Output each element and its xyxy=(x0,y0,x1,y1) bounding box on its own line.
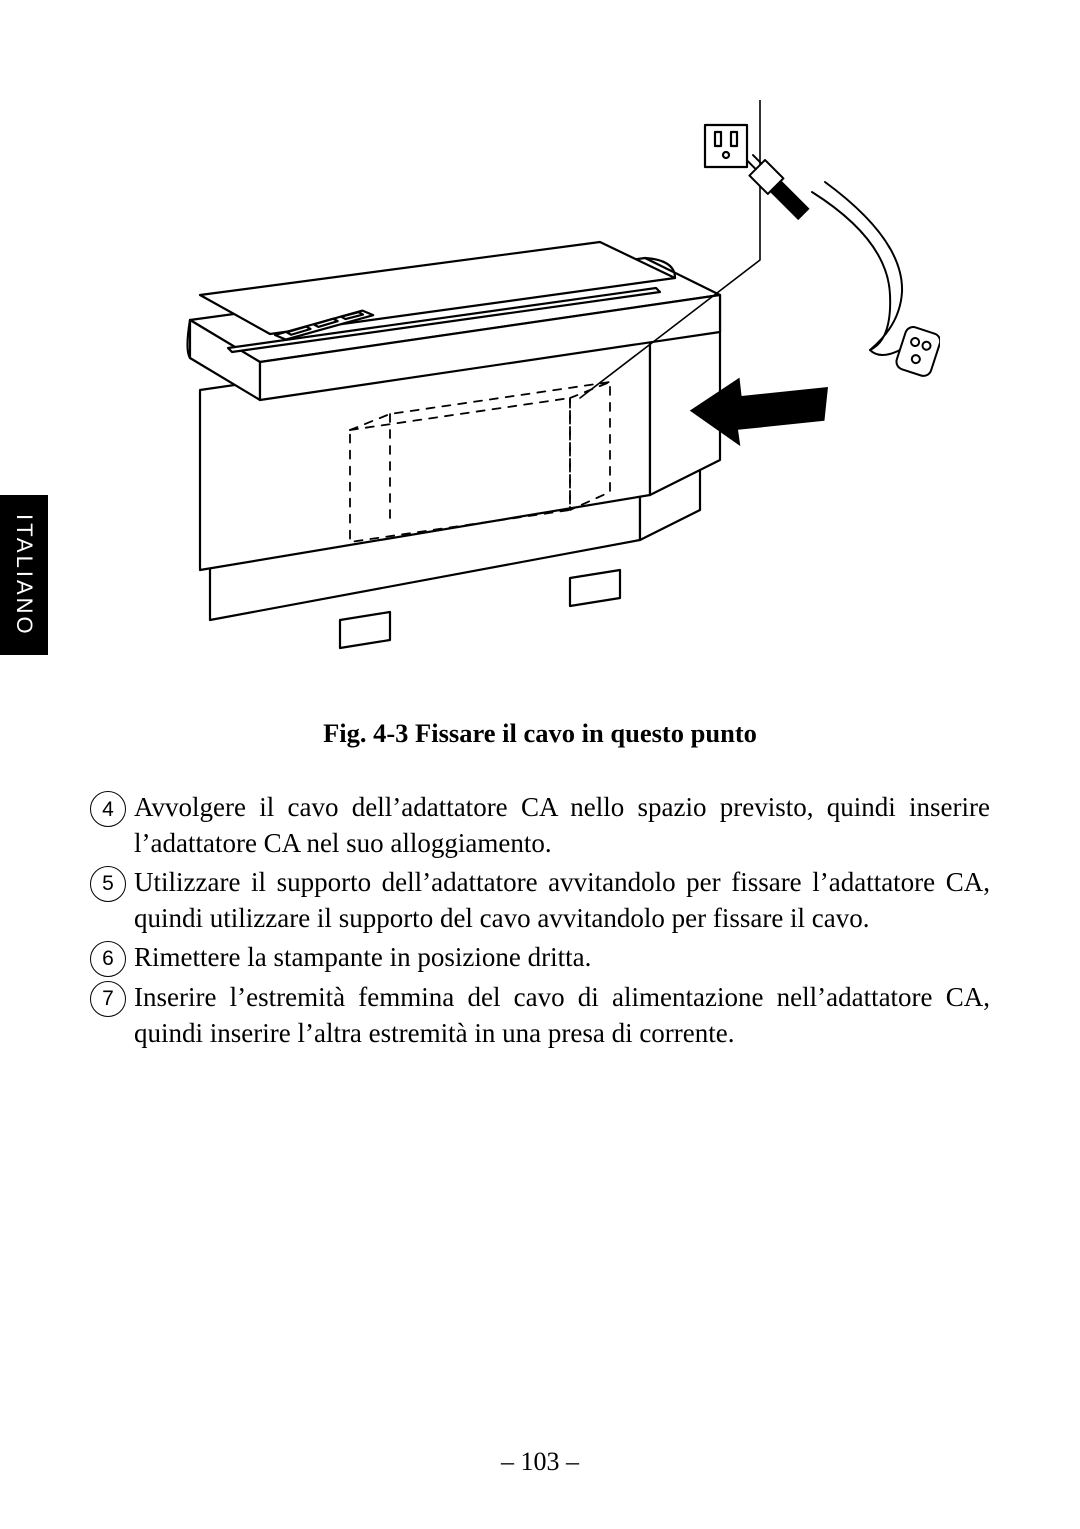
figure: Fig. 4-3 Fissare il cavo in questo punto xyxy=(90,100,990,749)
page-content: Fig. 4-3 Fissare il cavo in questo punto… xyxy=(0,0,1080,1529)
step-text: Avvolgere il cavo dell’adattatore CA nel… xyxy=(134,789,990,862)
figure-illustration xyxy=(140,100,940,660)
power-cable-icon xyxy=(741,152,940,378)
list-item: 6 Rimettere la stampante in posizione dr… xyxy=(90,939,990,977)
step-marker: 4 xyxy=(90,791,126,827)
page-number: – 103 – xyxy=(0,1447,1080,1477)
male-plug-icon xyxy=(741,152,812,223)
list-item: 7 Inserire l’estremità femmina del cavo … xyxy=(90,979,990,1052)
printer-icon xyxy=(188,242,721,648)
female-plug-icon xyxy=(894,325,940,378)
step-marker: 6 xyxy=(90,941,126,977)
list-item: 4 Avvolgere il cavo dell’adattatore CA n… xyxy=(90,789,990,862)
wall-outlet-icon xyxy=(705,125,747,167)
list-item: 5 Utilizzare il supporto dell’adattatore… xyxy=(90,864,990,937)
instruction-list: 4 Avvolgere il cavo dell’adattatore CA n… xyxy=(90,789,990,1052)
step-text: Utilizzare il supporto dell’adattatore a… xyxy=(134,864,990,937)
step-text: Inserire l’estremità femmina del cavo di… xyxy=(134,979,990,1052)
step-marker: 7 xyxy=(90,981,126,1017)
step-text: Rimettere la stampante in posizione drit… xyxy=(134,939,990,975)
step-marker: 5 xyxy=(90,866,126,902)
figure-caption: Fig. 4-3 Fissare il cavo in questo punto xyxy=(90,718,990,749)
